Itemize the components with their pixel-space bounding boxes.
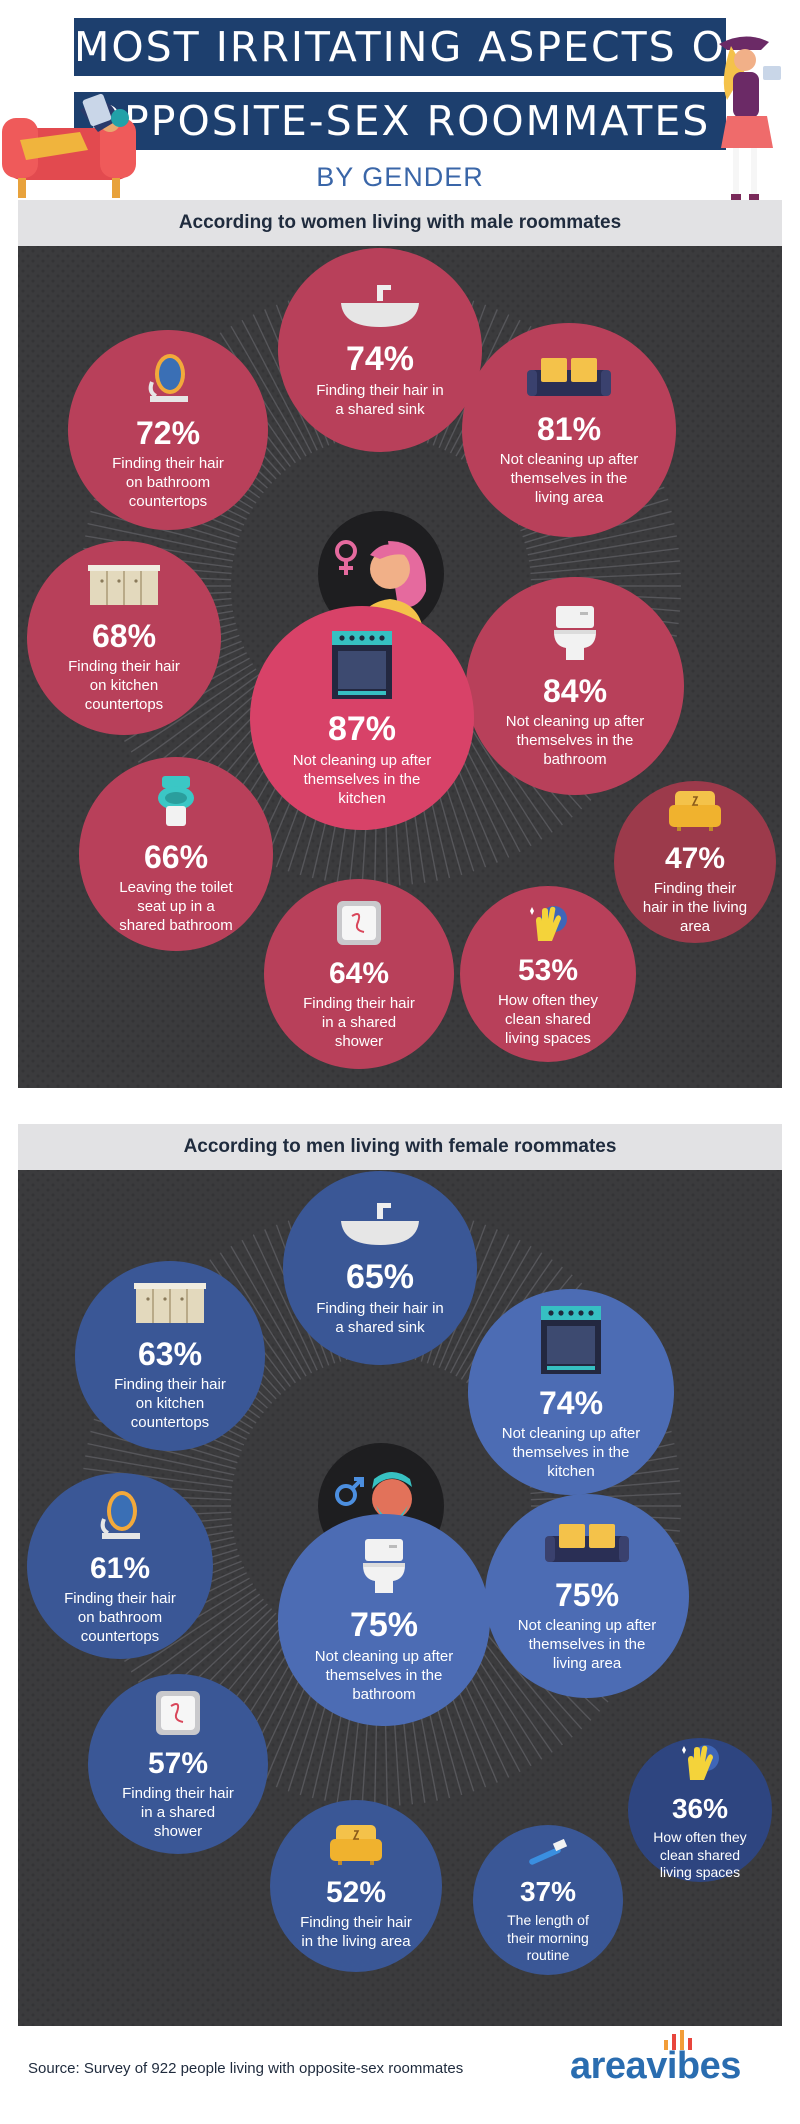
stat-percentage: 57% [147, 1747, 209, 1781]
stat-label: Leaving the toilet seat up in a shared b… [119, 879, 233, 934]
glove-icon [528, 903, 568, 948]
men-stat-circle: 61% Finding their hair on bathroom counte… [27, 1473, 213, 1659]
stat-percentage: 81% [536, 411, 602, 448]
toilet-icon [361, 1539, 407, 1600]
stat-label: Not cleaning up after themselves in the … [292, 752, 432, 807]
glove-icon [680, 1742, 720, 1787]
logo-bars-icon [664, 2030, 692, 2050]
women-stat-circle: 87% Not cleaning up after themselves in t… [250, 606, 474, 830]
stat-label: Not cleaning up after themselves in the … [499, 451, 639, 506]
woman-on-sofa-illustration [2, 93, 136, 198]
women-stat-circle: 66% Leaving the toilet seat up in a share… [79, 757, 273, 951]
women-stat-circle: 64% Finding their hair in a shared shower [264, 879, 454, 1069]
armchair-icon [330, 1824, 382, 1870]
mirror-icon [98, 1489, 142, 1546]
women-stat-circle: 68% Finding their hair on kitchen counter… [27, 541, 221, 735]
men-stat-circle: 75% Not cleaning up after themselves in t… [485, 1494, 689, 1698]
men-stat-circle: 65% Finding their hair in a shared sink [283, 1171, 477, 1365]
men-stat-circle: 36% How often they clean shared living sp… [628, 1738, 772, 1882]
title-line-1: Most irritating aspects of [74, 18, 726, 76]
stat-percentage: 52% [325, 1875, 387, 1909]
women-stat-circle: 84% Not cleaning up after themselves in t… [466, 577, 684, 795]
stat-label: How often they clean shared living space… [497, 992, 599, 1047]
source-note: Source: Survey of 922 people living with… [28, 2060, 464, 2077]
women-stat-circle: 74% Finding their hair in a shared sink [278, 248, 482, 452]
stat-label: Finding their hair in the living area [300, 1913, 412, 1950]
stat-percentage: 65% [345, 1257, 415, 1296]
shower-tile-icon [336, 900, 382, 951]
men-section-heading: According to men living with female room… [18, 1124, 782, 1170]
stat-percentage: 74% [345, 339, 415, 378]
stat-label: The length of their morning routine [507, 1912, 589, 1964]
woman-standing-illustration [719, 36, 781, 204]
stat-percentage: 64% [328, 957, 390, 991]
women-section-heading: According to women living with male room… [18, 200, 782, 246]
cabinet-icon [134, 1283, 206, 1330]
men-stat-circle: 74% Not cleaning up after themselves in t… [468, 1289, 674, 1495]
shower-tile-icon [155, 1690, 201, 1741]
sofa-icon [545, 1522, 629, 1571]
women-stat-circle: 81% Not cleaning up after themselves in t… [462, 323, 676, 537]
women-stat-circle: 72% Finding their hair on bathroom counte… [68, 330, 268, 530]
mirror-icon [146, 352, 190, 409]
stat-percentage: 72% [135, 415, 201, 452]
women-stat-circle: 47% Finding their hair in the living area [614, 781, 776, 943]
stat-label: Finding their hair on bathroom counterto… [112, 455, 224, 510]
men-stat-circle: 57% Finding their hair in a shared shower [88, 1674, 268, 1854]
stat-percentage: 36% [671, 1793, 729, 1825]
armchair-icon [669, 791, 721, 836]
stat-label: How often they clean shared living space… [653, 1829, 747, 1881]
stat-label: Not cleaning up after themselves in the … [314, 1648, 454, 1703]
sofa-icon [527, 356, 611, 405]
stat-percentage: 74% [538, 1385, 604, 1422]
stat-label: Finding their hair on bathroom counterto… [64, 1590, 176, 1645]
stat-label: Finding their hair in the living area [642, 880, 748, 935]
stat-percentage: 68% [91, 618, 157, 655]
sink-icon [339, 284, 421, 334]
stat-label: Finding their hair on kitchen countertop… [68, 658, 180, 713]
stat-percentage: 87% [327, 710, 397, 749]
stove-icon [541, 1306, 601, 1379]
men-stat-circle: 52% Finding their hair in the living area [270, 1800, 442, 1972]
toilet-icon [552, 606, 598, 667]
men-stat-circle: 37% The length of their morning routine [473, 1825, 623, 1975]
stat-label: Finding their hair in a shared sink [316, 1299, 444, 1336]
stat-percentage: 75% [554, 1577, 620, 1614]
stat-label: Not cleaning up after themselves in the … [501, 1425, 641, 1480]
title-line-2: opposite-sex roommates [74, 92, 726, 150]
stat-percentage: 61% [89, 1552, 151, 1586]
areavibes-logo: areavibes [570, 2045, 741, 2087]
stat-label: Finding their hair on kitchen countertop… [114, 1376, 226, 1431]
stat-label: Not cleaning up after themselves in the … [517, 1617, 657, 1672]
cabinet-icon [88, 565, 160, 612]
stat-percentage: 47% [664, 842, 726, 876]
stat-label: Finding their hair in a shared shower [303, 995, 415, 1050]
stove-icon [332, 631, 392, 704]
stat-label: Finding their hair in a shared sink [316, 381, 444, 418]
stat-percentage: 75% [349, 1606, 419, 1645]
stat-percentage: 84% [542, 673, 608, 710]
toilet-seat-icon [156, 776, 196, 833]
men-stat-circle: 75% Not cleaning up after themselves in t… [278, 1514, 490, 1726]
stat-percentage: 63% [137, 1336, 203, 1373]
toothbrush-icon [526, 1839, 570, 1870]
men-stat-circle: 63% Finding their hair on kitchen counter… [75, 1261, 265, 1451]
stat-percentage: 37% [519, 1876, 577, 1908]
subtitle: BY GENDER [316, 162, 484, 192]
stat-percentage: 66% [143, 839, 209, 876]
stat-percentage: 53% [517, 954, 579, 988]
stat-label: Not cleaning up after themselves in the … [505, 713, 645, 768]
women-stat-circle: 53% How often they clean shared living sp… [460, 886, 636, 1062]
stat-label: Finding their hair in a shared shower [122, 1785, 234, 1840]
sink-icon [339, 1202, 421, 1252]
